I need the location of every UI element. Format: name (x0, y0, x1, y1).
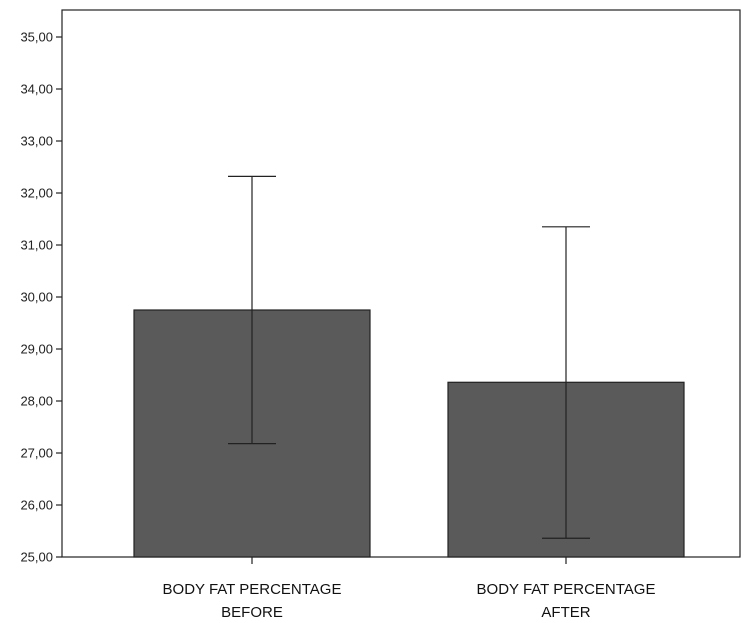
y-tick-label: 27,00 (20, 446, 53, 461)
y-tick-label: 33,00 (20, 134, 53, 149)
y-axis: 25,00 26,00 27,00 28,00 29,00 30,00 31,00 32,00… (20, 9, 741, 565)
y-tick-label: 25,00 (20, 550, 53, 565)
y-tick-label: 30,00 (20, 290, 53, 305)
y-tick-label: 32,00 (20, 186, 53, 201)
bars (133, 309, 685, 558)
x-category-label-line1: BODY FAT PERCENTAGE (163, 581, 342, 598)
x-axis: BODY FAT PERCENTAGE BEFORE BODY FAT PERCEN… (163, 557, 656, 621)
plot-frame (61, 9, 741, 558)
x-category-label-line2: BEFORE (221, 604, 283, 621)
y-tick-label: 34,00 (20, 82, 53, 97)
x-category-label-line2: AFTER (541, 604, 590, 621)
error-bars (228, 175, 590, 539)
y-tick-label: 28,00 (20, 394, 53, 409)
x-category-label-line1: BODY FAT PERCENTAGE (477, 581, 656, 598)
y-tick-label: 31,00 (20, 238, 53, 253)
y-tick-label: 26,00 (20, 498, 53, 513)
y-tick-label: 29,00 (20, 342, 53, 357)
y-tick-label: 35,00 (20, 30, 53, 45)
